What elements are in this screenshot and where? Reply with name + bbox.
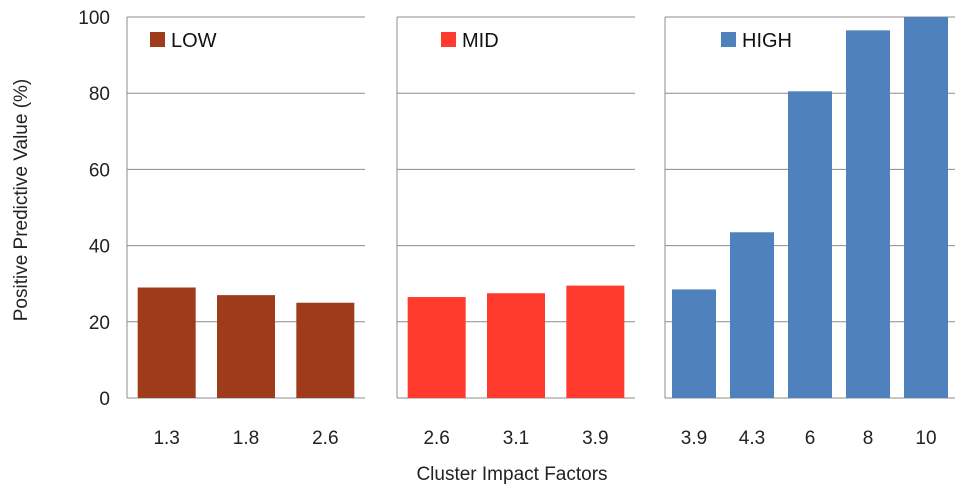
legend-label-high: HIGH bbox=[742, 30, 792, 52]
x-tick-label: 3.9 bbox=[582, 428, 608, 449]
y-tick-label: 40 bbox=[89, 237, 110, 258]
y-axis-title: Positive Predictive Value (%) bbox=[11, 79, 32, 322]
x-axis: 1.3 1.8 2.6 2.6 3.1 3.9 3.9 4.3 6 8 10 bbox=[153, 428, 936, 449]
bars bbox=[137, 17, 948, 399]
x-tick-label: 6 bbox=[805, 428, 816, 449]
bar-high-3 bbox=[846, 30, 890, 399]
bar-mid-1 bbox=[487, 293, 545, 398]
legend-swatch-mid bbox=[441, 32, 456, 47]
bar-mid-0 bbox=[407, 297, 466, 398]
bar-mid-2 bbox=[566, 285, 625, 398]
bar-low-0 bbox=[137, 287, 196, 398]
legend-swatch-high bbox=[721, 32, 736, 47]
x-tick-label: 3.1 bbox=[503, 428, 529, 449]
y-tick-label: 60 bbox=[89, 160, 110, 181]
x-tick-label: 2.6 bbox=[312, 428, 338, 449]
x-tick-label: 8 bbox=[863, 428, 874, 449]
bar-low-2 bbox=[296, 302, 355, 398]
legend-label-mid: MID bbox=[462, 30, 499, 52]
x-tick-label: 1.8 bbox=[233, 428, 259, 449]
y-tick-label: 80 bbox=[89, 84, 110, 105]
x-tick-label: 10 bbox=[915, 428, 936, 449]
bar-high-1 bbox=[730, 232, 774, 398]
y-tick-label: 20 bbox=[89, 313, 110, 334]
bar-high-2 bbox=[788, 91, 832, 399]
x-tick-label: 1.3 bbox=[153, 428, 179, 449]
y-axis: 0 20 40 60 80 100 bbox=[78, 8, 110, 410]
legend-label-low: LOW bbox=[171, 30, 217, 52]
legend-swatch-low bbox=[150, 32, 165, 47]
bar-low-1 bbox=[217, 295, 275, 398]
y-tick-label: 0 bbox=[99, 389, 110, 410]
x-tick-label: 2.6 bbox=[423, 428, 449, 449]
legends: LOW MID HIGH bbox=[150, 30, 792, 52]
x-axis-title: Cluster Impact Factors bbox=[416, 464, 607, 485]
bar-high-4 bbox=[904, 17, 948, 398]
y-tick-label: 100 bbox=[78, 8, 110, 29]
x-tick-label: 3.9 bbox=[681, 428, 707, 449]
bar-high-0 bbox=[672, 289, 716, 398]
x-tick-label: 4.3 bbox=[739, 428, 765, 449]
